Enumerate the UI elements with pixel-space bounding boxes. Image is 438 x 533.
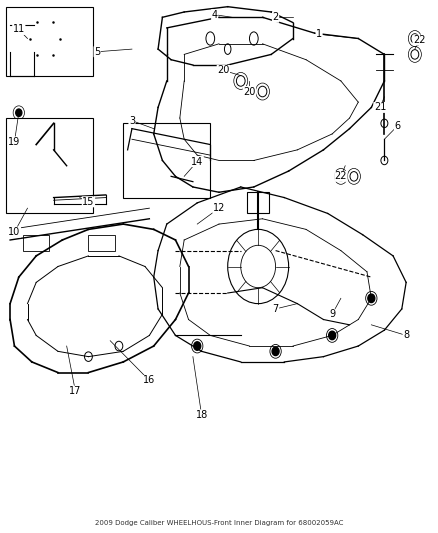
Text: 11: 11 — [13, 25, 25, 35]
Text: 16: 16 — [143, 375, 155, 385]
Bar — [6, 7, 93, 76]
Circle shape — [328, 331, 336, 340]
Bar — [6, 118, 93, 214]
Text: 22: 22 — [413, 35, 425, 45]
Circle shape — [194, 342, 201, 350]
Circle shape — [272, 347, 279, 356]
Text: 19: 19 — [8, 137, 21, 147]
Circle shape — [71, 198, 75, 203]
Text: 1: 1 — [316, 29, 322, 39]
Text: 2009 Dodge Caliber WHEELHOUS-Front Inner Diagram for 68002059AC: 2009 Dodge Caliber WHEELHOUS-Front Inner… — [95, 520, 343, 526]
Bar — [167, 174, 193, 187]
Bar — [23, 235, 49, 251]
Text: 17: 17 — [69, 386, 81, 396]
Bar — [19, 182, 41, 198]
Text: 2: 2 — [272, 12, 279, 22]
Text: 21: 21 — [374, 102, 386, 112]
Text: 8: 8 — [403, 330, 409, 341]
Text: 20: 20 — [243, 86, 256, 96]
Text: 22: 22 — [335, 172, 347, 181]
Bar — [123, 123, 210, 198]
Text: 18: 18 — [195, 410, 208, 420]
Text: 20: 20 — [217, 66, 230, 75]
Text: 4: 4 — [212, 10, 218, 20]
Text: 5: 5 — [94, 47, 100, 56]
Text: 14: 14 — [191, 157, 203, 166]
Circle shape — [16, 109, 22, 116]
Text: 7: 7 — [272, 304, 279, 314]
Text: 9: 9 — [329, 309, 335, 319]
Circle shape — [84, 198, 88, 203]
Bar — [36, 174, 53, 187]
Text: 15: 15 — [82, 197, 95, 207]
Circle shape — [368, 294, 375, 303]
Text: 6: 6 — [394, 121, 400, 131]
Text: 3: 3 — [129, 116, 135, 126]
Bar — [247, 192, 269, 214]
Text: 12: 12 — [213, 203, 225, 213]
Bar — [88, 235, 115, 251]
Text: 10: 10 — [8, 227, 21, 237]
Bar — [10, 25, 34, 52]
